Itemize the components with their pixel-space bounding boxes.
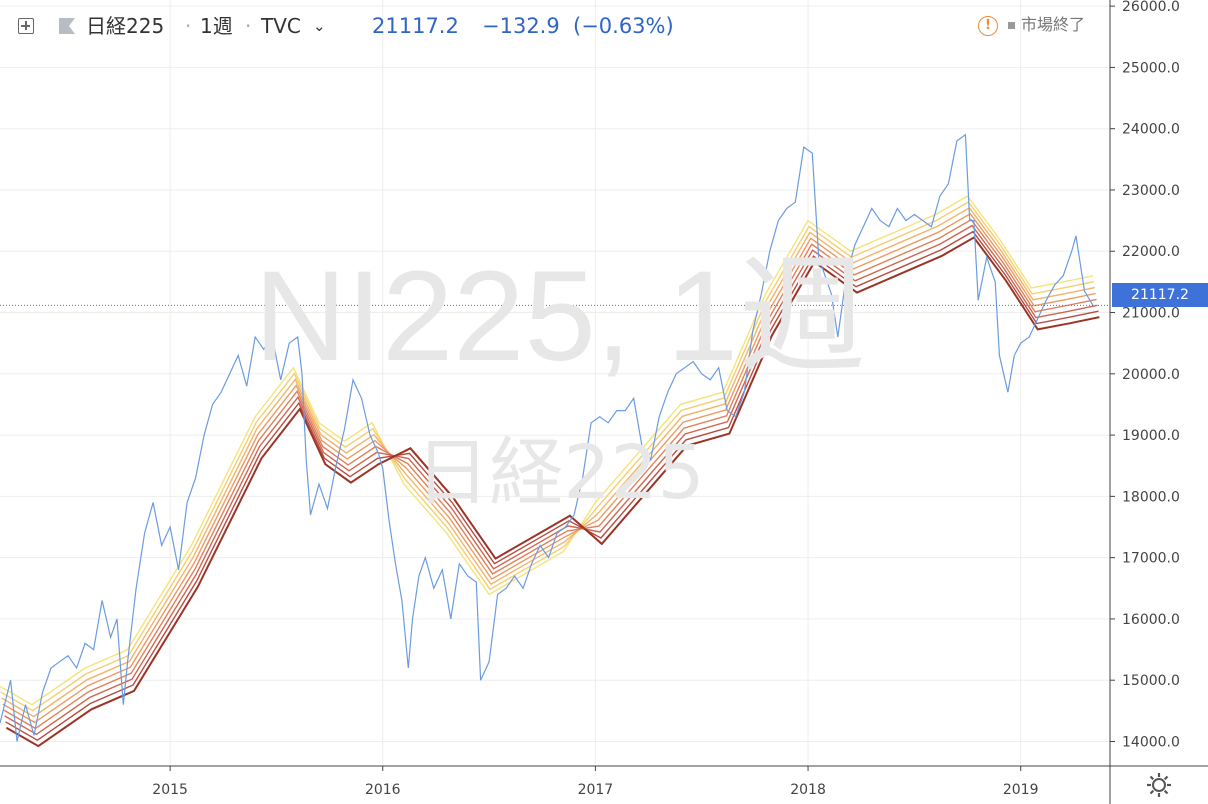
price-line-group: [0, 133, 1094, 742]
price-change: −132.9: [482, 14, 560, 38]
ribbon-line: [2, 212, 1096, 724]
ribbon-line: [0, 195, 1094, 706]
ribbon-line: [5, 236, 1100, 748]
watermark-symbol: NI225, 1週: [254, 245, 866, 388]
y-tick-label: 17000.0: [1122, 551, 1180, 567]
warning-icon[interactable]: !: [978, 15, 998, 36]
ribbon-line: [3, 218, 1097, 730]
ribbon-line: [1, 206, 1095, 718]
ribbon-line: [4, 224, 1098, 736]
flag-icon[interactable]: [59, 18, 75, 34]
status-square-icon: [1008, 22, 1015, 29]
y-tick-label: 24000.0: [1122, 122, 1180, 138]
y-tick-label: 20000.0: [1122, 367, 1180, 383]
market-status-label: 市場終了: [1021, 15, 1086, 34]
expand-icon[interactable]: [18, 18, 34, 34]
price-line: [0, 133, 1094, 742]
chart-grid: [0, 0, 1110, 766]
ribbon-line: [5, 230, 1099, 742]
symbol-name[interactable]: 日経225: [86, 14, 165, 38]
x-tick-label: 2019: [1003, 782, 1039, 798]
watermark-name: 日経225: [415, 430, 704, 516]
settings-gear-icon[interactable]: [1146, 772, 1172, 798]
y-tick-label: 18000.0: [1122, 489, 1180, 505]
interval-label[interactable]: 1週: [200, 14, 233, 38]
ribbon-line: [0, 201, 1095, 712]
y-tick-label: 19000.0: [1122, 428, 1180, 444]
moving-average-ribbon: [0, 195, 1100, 748]
market-status: ! 市場終了: [978, 12, 1085, 38]
chevron-down-icon[interactable]: ⌄: [313, 17, 326, 35]
x-tick-label: 2018: [790, 782, 826, 798]
x-tick-label: 2017: [578, 782, 614, 798]
x-tick-label: 2015: [152, 782, 188, 798]
y-tick-label: 23000.0: [1122, 183, 1180, 199]
price-change-percent: (−0.63%): [573, 14, 674, 38]
y-tick-label: 26000.0: [1122, 0, 1180, 15]
y-tick-label: 15000.0: [1122, 673, 1180, 689]
last-price-tag: 21117.2: [1112, 283, 1208, 307]
y-tick-label: 21000.0: [1122, 306, 1180, 322]
y-tick-label: 16000.0: [1122, 612, 1180, 628]
x-tick-label: 2016: [365, 782, 401, 798]
last-price: 21117.2: [372, 14, 459, 38]
source-label[interactable]: TVC: [261, 14, 301, 38]
y-tick-label: 25000.0: [1122, 60, 1180, 76]
y-tick-label: 14000.0: [1122, 734, 1180, 750]
chart-header: 日経225 · 1週 · TVC ⌄ 21117.2 −132.9 (−0.63…: [0, 0, 1110, 52]
y-tick-label: 22000.0: [1122, 244, 1180, 260]
